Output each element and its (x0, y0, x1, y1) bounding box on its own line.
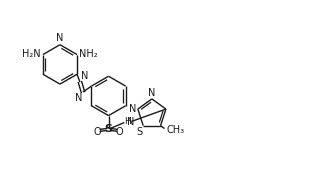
Text: N: N (75, 93, 82, 103)
Text: O: O (94, 127, 101, 137)
Text: S: S (136, 127, 142, 136)
Text: S: S (104, 124, 113, 134)
Text: H₂N: H₂N (22, 49, 41, 59)
Text: O: O (116, 127, 123, 137)
Text: N: N (81, 71, 88, 81)
Text: H: H (124, 117, 131, 126)
Text: N: N (129, 104, 137, 114)
Text: CH₃: CH₃ (166, 124, 185, 134)
Text: NH₂: NH₂ (79, 49, 98, 59)
Text: N: N (148, 88, 156, 98)
Text: N: N (56, 33, 64, 43)
Text: N: N (127, 116, 134, 126)
